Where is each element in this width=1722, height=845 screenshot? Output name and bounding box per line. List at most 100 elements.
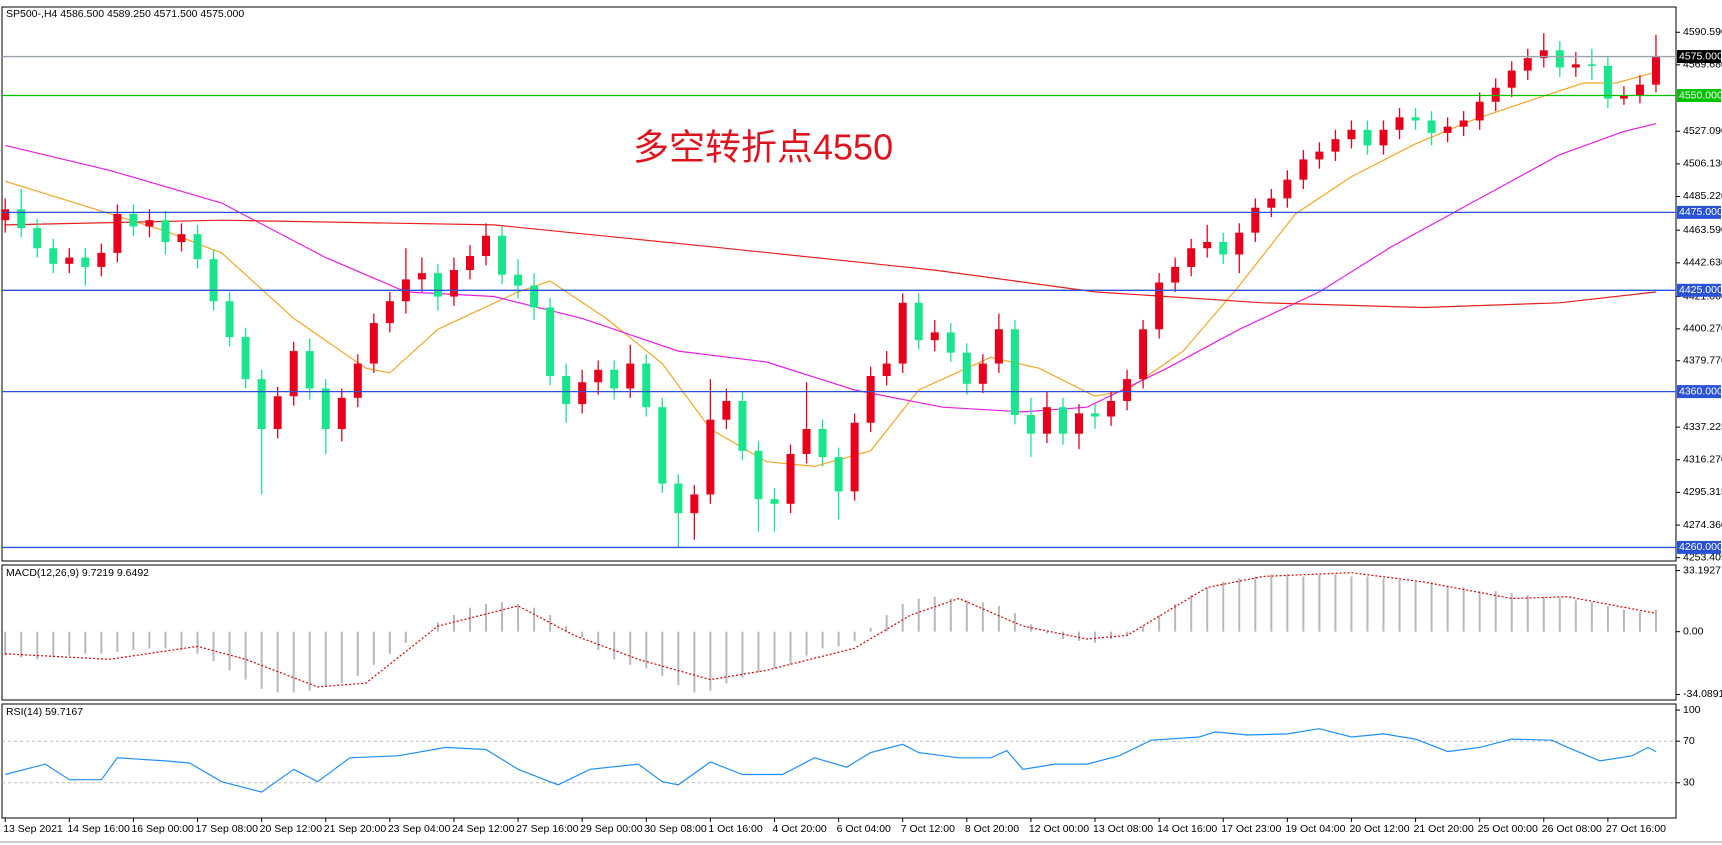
candle-body — [1507, 70, 1516, 88]
candle-body — [1283, 179, 1292, 199]
candle-body — [722, 400, 731, 420]
candle-body — [1315, 151, 1324, 160]
candle-body — [1619, 95, 1628, 99]
x-tick-label: 23 Sep 04:00 — [388, 823, 451, 835]
candle-body — [1651, 56, 1660, 85]
x-tick-label: 1 Oct 16:00 — [708, 823, 762, 835]
y-tick-label: 0.00 — [1683, 625, 1704, 637]
x-tick-label: 21 Oct 20:00 — [1414, 823, 1474, 835]
x-tick-label: 20 Sep 12:00 — [260, 823, 323, 835]
x-tick-label: 27 Sep 16:00 — [516, 823, 579, 835]
moving-average — [5, 123, 1657, 413]
candle-body — [33, 227, 42, 249]
y-tick-label: 100 — [1683, 704, 1701, 716]
macd-title: MACD(12,26,9) 9.7219 9.6492 — [6, 567, 149, 579]
x-tick-label: 17 Sep 08:00 — [196, 823, 259, 835]
x-tick-label: 19 Oct 04:00 — [1285, 823, 1345, 835]
candle-body — [1123, 379, 1132, 401]
x-tick-label: 29 Sep 00:00 — [580, 823, 643, 835]
moving-average — [5, 219, 1657, 309]
y-tick-label: 4274.360 — [1683, 519, 1722, 531]
candle-body — [1139, 329, 1148, 380]
macd-signal — [5, 572, 1657, 688]
candle-body — [273, 396, 282, 430]
candle-body — [17, 209, 26, 228]
candle-body — [49, 248, 58, 264]
candle-body — [1187, 248, 1196, 267]
candle-body — [433, 273, 442, 297]
candle-body — [1347, 129, 1356, 140]
candle-body — [209, 259, 218, 302]
candle-body — [1395, 117, 1404, 130]
candle-body — [610, 369, 619, 389]
candle-body — [385, 301, 394, 324]
candle-body — [161, 220, 170, 243]
y-tick-label: 4379.770 — [1683, 355, 1722, 367]
candle-body — [369, 323, 378, 364]
candle-body — [802, 429, 811, 454]
candle-body — [1219, 242, 1228, 255]
candle-body — [1379, 129, 1388, 146]
candle-body — [962, 352, 971, 384]
x-tick-label: 14 Sep 16:00 — [67, 823, 130, 835]
candle-body — [1635, 84, 1644, 96]
y-tick-label: 4463.590 — [1683, 224, 1722, 236]
y-tick-label: 4506.130 — [1683, 158, 1722, 170]
candle-body — [1010, 329, 1019, 415]
candle-body — [1058, 407, 1067, 434]
x-tick-label: 4 Oct 20:00 — [772, 823, 826, 835]
level-line-label: 4425.000 — [1679, 284, 1722, 296]
candle-body — [1603, 65, 1612, 99]
candle-body — [289, 351, 298, 397]
x-tick-label: 24 Sep 12:00 — [452, 823, 515, 835]
candle-body — [1443, 126, 1452, 133]
candle-body — [946, 332, 955, 353]
candle-body — [337, 397, 346, 430]
candle-body — [449, 270, 458, 297]
candle-body — [626, 363, 635, 389]
candle-body — [225, 301, 234, 338]
x-tick-label: 16 Sep 00:00 — [131, 823, 194, 835]
candle-body — [1235, 232, 1244, 255]
candle-body — [914, 302, 923, 341]
candle-body — [514, 274, 523, 286]
macd-panel — [1, 564, 1677, 701]
level-line-box — [1677, 385, 1721, 399]
candle-body — [1459, 120, 1468, 127]
candle-body — [97, 252, 106, 267]
moving-average — [5, 71, 1657, 468]
level-line-label: 4260.000 — [1679, 541, 1722, 553]
candle-body — [770, 499, 779, 504]
candle-body — [465, 256, 474, 271]
x-tick-label: 20 Oct 12:00 — [1349, 823, 1409, 835]
candle-body — [1091, 413, 1100, 417]
candle-body — [1363, 129, 1372, 146]
candle-body — [546, 307, 555, 377]
x-tick-label: 27 Oct 16:00 — [1606, 823, 1666, 835]
candle-body — [738, 400, 747, 451]
candle-body — [1331, 139, 1340, 152]
candle-body — [754, 450, 763, 500]
y-tick-label: 4527.090 — [1683, 125, 1722, 137]
candle-body — [193, 234, 202, 260]
candle-body — [145, 220, 154, 227]
y-tick-label: 4295.315 — [1683, 486, 1722, 498]
candle-body — [898, 302, 907, 364]
candle-body — [1475, 101, 1484, 121]
level-line-label: 4475.000 — [1679, 206, 1722, 218]
candle-body — [850, 422, 859, 492]
candle-body — [882, 363, 891, 377]
last-price-line-box — [1677, 50, 1721, 64]
level-line-box — [1677, 283, 1721, 297]
y-tick-label: 70 — [1683, 735, 1695, 747]
candle-body — [1026, 414, 1035, 434]
candle-body — [1155, 282, 1164, 330]
candle-body — [417, 273, 426, 280]
candle-body — [818, 429, 827, 458]
candle-body — [1491, 87, 1500, 102]
candle-body — [1555, 50, 1564, 68]
x-tick-label: 26 Oct 08:00 — [1542, 823, 1602, 835]
candle-body — [1571, 64, 1580, 68]
candle-body — [498, 235, 507, 275]
